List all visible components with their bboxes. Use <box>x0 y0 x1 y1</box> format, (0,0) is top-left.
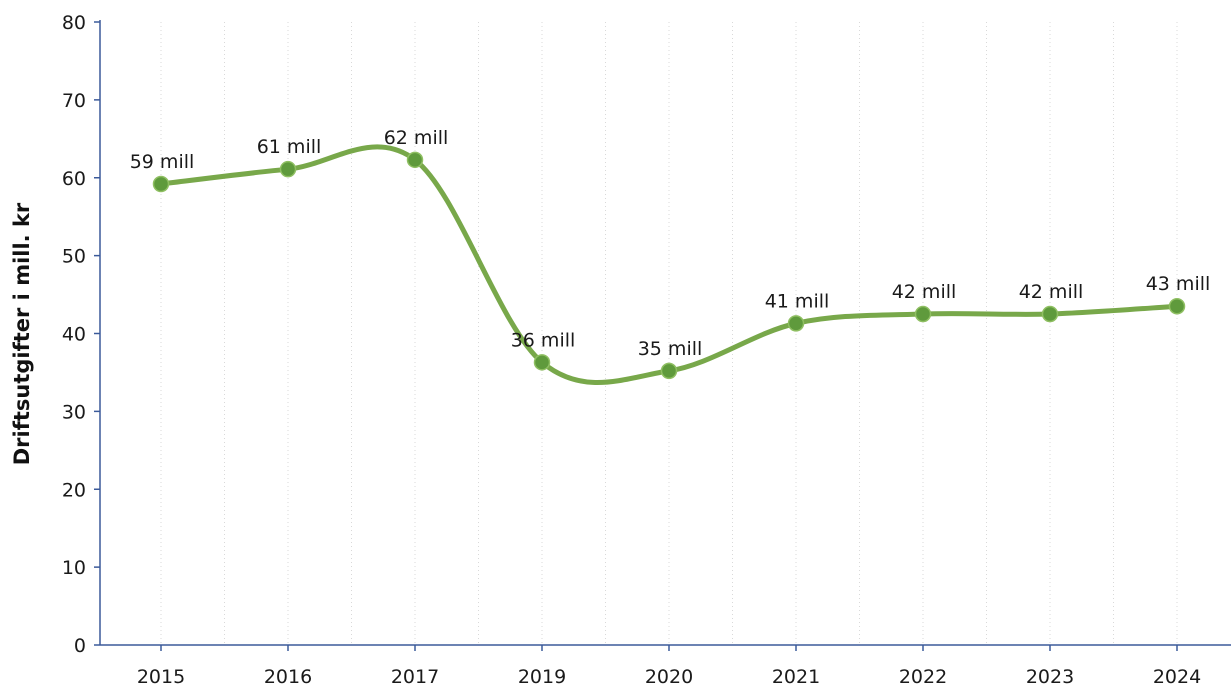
data-label: 35 mill <box>638 338 703 360</box>
data-label: 41 mill <box>765 290 830 312</box>
tick-labels: 0 10 20 30 40 50 60 70 80 2015 2016 2017 2019 2020 202… <box>62 12 1201 688</box>
data-markers <box>152 151 1186 380</box>
y-tick-label: 0 <box>74 635 86 657</box>
y-tick-label: 30 <box>62 401 86 423</box>
x-tick-label: 2015 <box>137 666 185 688</box>
y-tick-label: 70 <box>62 90 86 112</box>
y-tick-label: 20 <box>62 479 86 501</box>
data-point <box>1041 305 1059 323</box>
x-tick-label: 2020 <box>645 666 693 688</box>
x-tick-label: 2024 <box>1153 666 1201 688</box>
data-label: 43 mill <box>1146 273 1211 295</box>
y-tick-label: 50 <box>62 246 86 268</box>
y-tick-label: 80 <box>62 12 86 34</box>
data-point <box>279 160 297 178</box>
data-label: 59 mill <box>130 151 195 173</box>
data-label: 61 mill <box>257 136 322 158</box>
data-labels: 59 mill 61 mill 62 mill 36 mill 35 mill 41 mi… <box>130 127 1211 360</box>
x-tick-label: 2022 <box>899 666 947 688</box>
data-label: 42 mill <box>1019 281 1084 303</box>
series-line-layer <box>158 144 1180 385</box>
x-tick-label: 2016 <box>264 666 312 688</box>
x-tick-label: 2021 <box>772 666 820 688</box>
y-tick-label: 10 <box>62 557 86 579</box>
data-point <box>914 305 932 323</box>
x-tick-label: 2017 <box>391 666 439 688</box>
data-label: 36 mill <box>511 329 576 351</box>
x-tick-label: 2019 <box>518 666 566 688</box>
data-point <box>152 175 170 193</box>
y-tick-label: 40 <box>62 324 86 346</box>
data-label: 42 mill <box>892 281 957 303</box>
data-point <box>787 315 805 332</box>
data-point <box>1168 297 1186 315</box>
data-point <box>406 151 424 169</box>
data-point <box>533 354 551 371</box>
axes <box>99 20 1231 646</box>
data-point <box>660 362 678 380</box>
x-tick-label: 2023 <box>1026 666 1074 688</box>
data-label: 62 mill <box>384 127 449 149</box>
y-axis-title: Driftsutgifter i mill. kr <box>10 202 34 465</box>
y-tick-label: 60 <box>62 168 86 190</box>
series-line <box>158 144 1180 385</box>
grid-lines <box>160 22 1178 645</box>
